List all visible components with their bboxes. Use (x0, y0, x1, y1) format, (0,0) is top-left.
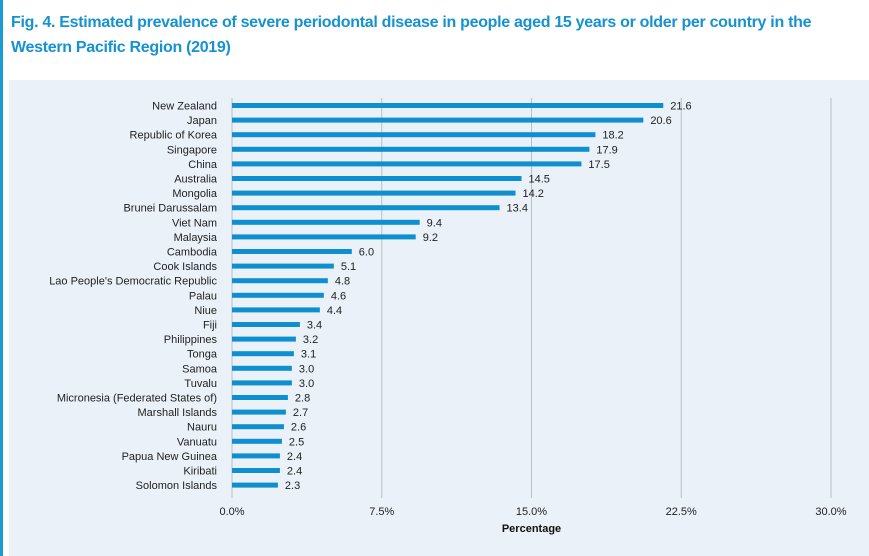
bar (232, 380, 292, 386)
value-label: 3.0 (299, 378, 314, 390)
bar (232, 146, 590, 152)
bar (232, 409, 286, 415)
bar (232, 351, 294, 357)
bar (232, 234, 416, 240)
category-label: Brunei Darussalam (123, 203, 217, 215)
bar (232, 205, 500, 211)
labels: 0.0% 7.5% 15.0% 22.5% 30.0% Percentage New Zea… (49, 101, 847, 536)
value-label: 14.2 (523, 188, 544, 200)
bar (232, 161, 582, 167)
bar (232, 219, 420, 225)
category-label: Malaysia (174, 232, 218, 244)
bar (232, 438, 282, 444)
bar (232, 263, 334, 269)
category-label: Fiji (203, 320, 217, 332)
value-label: 5.1 (341, 261, 356, 273)
value-label: 21.6 (670, 101, 691, 113)
value-label: 13.4 (507, 203, 528, 215)
bar (232, 307, 320, 313)
bar (232, 292, 324, 298)
value-label: 2.4 (287, 451, 302, 463)
value-label: 20.6 (650, 115, 671, 127)
category-label: Viet Nam (172, 217, 217, 229)
value-label: 3.1 (301, 349, 316, 361)
bar (232, 322, 300, 327)
category-label: Papua New Guinea (122, 451, 218, 463)
chart-panel (9, 80, 869, 556)
bar (232, 190, 516, 196)
value-label: 2.3 (285, 480, 300, 492)
value-label: 2.4 (287, 466, 302, 478)
category-label: Tuvalu (184, 378, 217, 390)
x-axis-title: Percentage (502, 523, 561, 535)
value-label: 2.8 (295, 393, 310, 405)
value-label: 4.4 (327, 305, 342, 317)
value-label: 3.4 (307, 320, 322, 332)
value-label: 17.5 (588, 159, 609, 171)
category-label: China (188, 159, 218, 171)
value-label: 3.0 (299, 363, 314, 375)
value-label: 14.5 (529, 174, 550, 186)
x-tick-label: 15.0% (516, 506, 547, 518)
category-label: Cook Islands (153, 261, 217, 273)
x-tick-label: 0.0% (219, 506, 244, 518)
bar (232, 176, 522, 181)
bar (232, 103, 664, 108)
category-label: Niue (194, 305, 217, 317)
x-tick-label: 30.0% (815, 506, 846, 518)
value-label: 9.2 (423, 232, 438, 244)
bar (232, 468, 280, 473)
category-label: Solomon Islands (136, 480, 218, 492)
category-label: Australia (174, 174, 218, 186)
bar (232, 249, 352, 254)
bar (232, 278, 328, 284)
x-tick-label: 7.5% (369, 506, 394, 518)
category-label: Tonga (187, 349, 218, 361)
x-tick-label: 22.5% (666, 506, 697, 518)
bar-chart: 0.0% 7.5% 15.0% 22.5% 30.0% Percentage New Zea… (49, 98, 847, 536)
gridlines (231, 98, 832, 498)
bar (232, 336, 296, 342)
bar (232, 365, 292, 371)
bar (232, 132, 596, 138)
value-label: 17.9 (596, 144, 617, 156)
value-label: 2.7 (293, 407, 308, 419)
figure-title: Fig. 4. Estimated prevalence of severe p… (11, 14, 812, 56)
category-label: Cambodia (167, 247, 218, 259)
category-label: Singapore (167, 144, 217, 156)
category-label: Nauru (187, 422, 217, 434)
category-label: New Zealand (152, 101, 217, 113)
value-label: 9.4 (427, 217, 442, 229)
value-label: 6.0 (359, 247, 374, 259)
bar (232, 395, 288, 400)
bar (232, 117, 644, 123)
bar (232, 453, 280, 459)
category-label: Philippines (164, 334, 218, 346)
value-label: 3.2 (303, 334, 318, 346)
category-label: Samoa (182, 363, 218, 375)
category-label: Lao People's Democratic Republic (49, 276, 217, 288)
category-label: Kiribati (183, 466, 217, 478)
value-label: 4.6 (331, 290, 346, 302)
category-label: Marshall Islands (138, 407, 218, 419)
category-label: Micronesia (Federated States of) (57, 393, 217, 405)
value-label: 18.2 (602, 130, 623, 142)
bar (232, 482, 278, 488)
value-label: 2.5 (289, 436, 304, 448)
value-label: 2.6 (291, 422, 306, 434)
category-label: Mongolia (172, 188, 218, 200)
category-label: Republic of Korea (130, 130, 218, 142)
category-label: Japan (187, 115, 217, 127)
category-label: Vanuatu (177, 436, 217, 448)
bar (232, 424, 284, 430)
value-label: 4.8 (335, 276, 350, 288)
category-label: Palau (189, 290, 217, 302)
bars (232, 103, 664, 488)
